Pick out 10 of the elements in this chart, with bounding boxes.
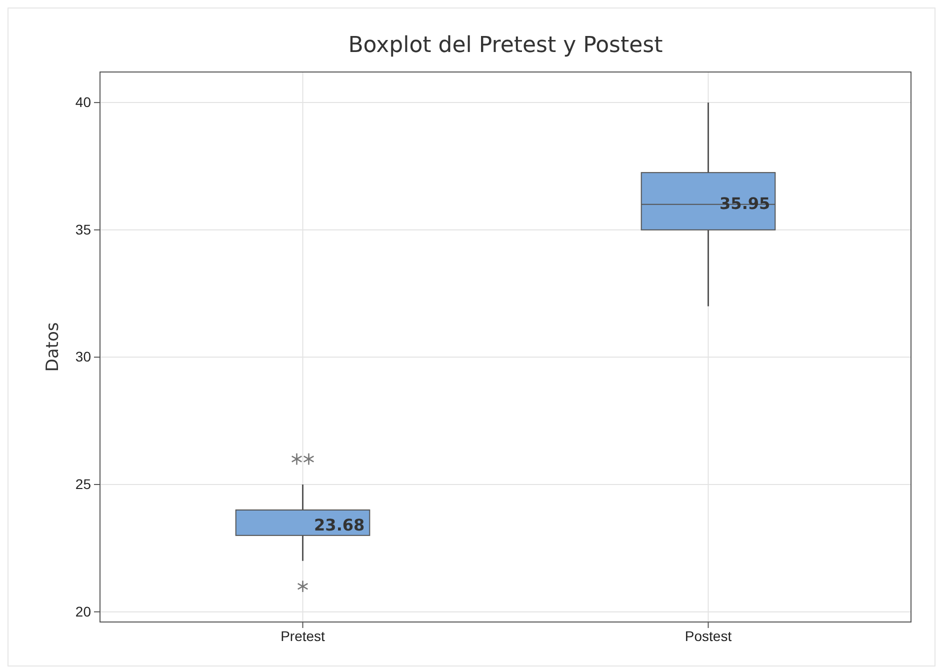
x-tick-label: Postest [684, 628, 732, 644]
y-tick-label: 40 [75, 94, 92, 110]
x-tick-label: Pretest [280, 628, 326, 644]
y-tick-label: 35 [75, 221, 92, 238]
annotation: 23.68 [314, 515, 365, 534]
y-axis-title: Datos [43, 322, 63, 372]
y-tick-label: 20 [75, 603, 92, 620]
chart-title: Boxplot del Pretest y Postest [348, 33, 664, 58]
y-tick-label: 30 [75, 348, 92, 365]
y-tick-label: 25 [75, 476, 92, 492]
